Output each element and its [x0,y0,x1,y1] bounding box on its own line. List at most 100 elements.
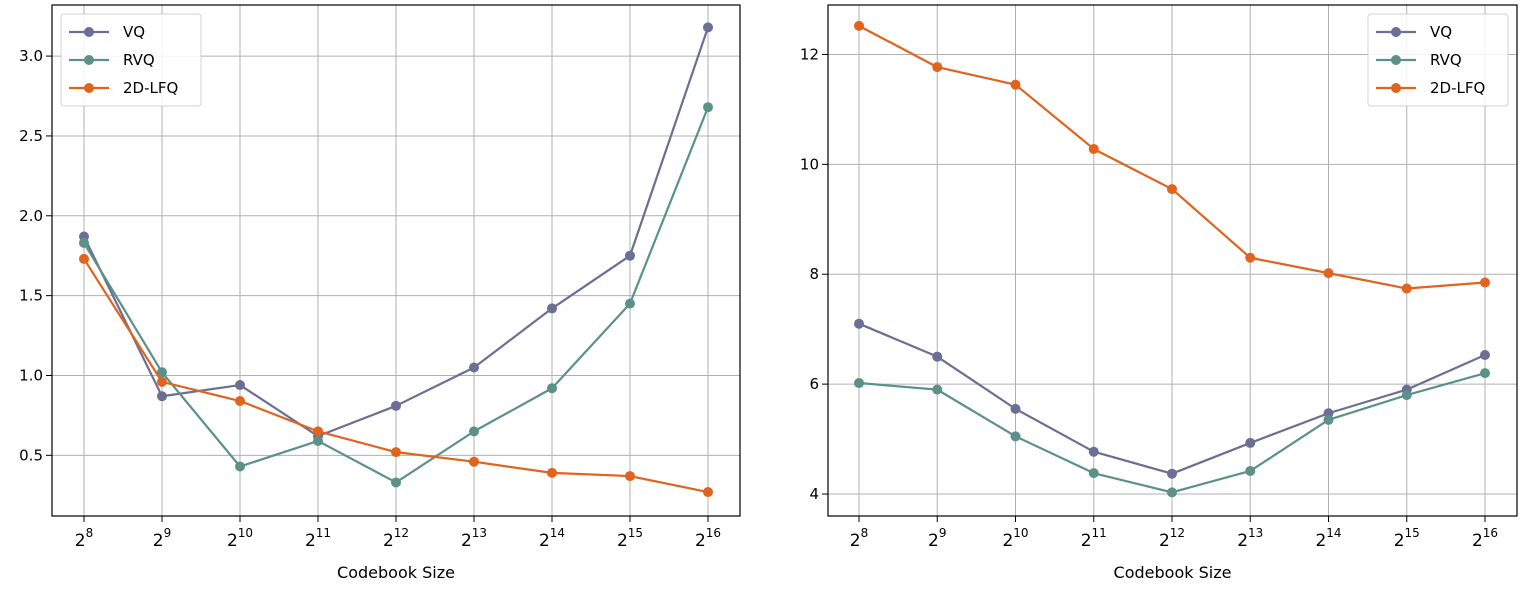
data-point-rvq [932,384,943,395]
x-tick-exponent: 16 [706,526,721,540]
x-tick-base: 2 [1394,531,1405,551]
legend: VQ RVQ 2D-LFQ [1367,13,1509,107]
x-tick-label: 211 [305,526,331,551]
x-tick-base: 2 [928,531,939,551]
data-point-rvq [1323,414,1334,425]
data-point-rvq [1480,368,1490,379]
x-tick-label: 216 [695,526,721,551]
data-point-2d-lfq [391,447,401,458]
data-point-2d-lfq [157,376,167,387]
data-point-2d-lfq [79,253,89,264]
y-tick-label: 0.5 [19,446,43,464]
x-tick-label: 214 [539,526,565,551]
data-point-vq [1480,350,1490,361]
x-tick-base: 2 [1315,531,1326,551]
x-tick-label: 210 [1002,526,1028,551]
legend-marker [84,83,94,93]
x-tick-base: 2 [461,531,472,551]
data-point-2d-lfq [547,467,557,478]
x-tick-base: 2 [1002,531,1013,551]
x-tick-exponent: 15 [1405,526,1420,540]
x-tick-label: 216 [1472,526,1498,551]
data-point-2d-lfq [1323,268,1334,279]
data-point-rvq [625,298,635,309]
data-point-rvq [1245,465,1256,476]
x-tick-exponent: 11 [316,526,331,540]
x-tick-label: 29 [153,526,171,551]
data-point-vq [391,400,401,411]
legend: VQ RVQ 2D-LFQ [60,13,202,107]
x-tick-exponent: 10 [238,526,253,540]
x-tick-exponent: 13 [472,526,487,540]
x-tick-base: 2 [695,531,706,551]
data-point-vq [1167,468,1177,479]
data-point-vq [235,380,245,391]
x-tick-label: 214 [1315,526,1341,551]
data-point-2d-lfq [854,20,864,31]
x-tick-label: 211 [1081,526,1107,551]
data-point-vq [854,318,864,329]
x-tick-label: 212 [1159,526,1185,551]
legend-marker [1391,83,1401,93]
data-point-2d-lfq [932,62,943,73]
x-tick-exponent: 9 [164,526,172,540]
data-point-vq [157,391,167,402]
x-tick-base: 2 [850,531,861,551]
data-point-2d-lfq [1088,143,1099,154]
y-tick-label: 10 [800,155,819,173]
x-tick-label: 212 [383,526,409,551]
x-tick-label: 28 [850,526,868,551]
data-point-vq [1088,446,1099,457]
data-point-rvq [1401,390,1412,401]
x-tick-exponent: 15 [628,526,643,540]
data-point-rvq [1010,431,1021,442]
data-point-rvq [703,102,713,113]
data-point-rvq [469,426,479,437]
y-tick-label: 1.5 [19,287,43,305]
y-tick-label: 8 [809,265,819,283]
x-tick-base: 2 [227,531,238,551]
y-tick-label: 2.5 [19,127,43,145]
legend-marker [1391,55,1401,65]
x-tick-label: 215 [1394,526,1420,551]
x-tick-label: 210 [227,526,253,551]
data-point-2d-lfq [1245,252,1256,263]
x-tick-label: 213 [461,526,487,551]
x-tick-base: 2 [539,531,550,551]
data-point-vq [625,250,635,261]
data-point-rvq [854,378,864,389]
x-axis-label: Codebook Size [1114,563,1232,582]
y-tick-label: 1.0 [19,366,43,384]
data-point-2d-lfq [1401,283,1412,294]
x-tick-base: 2 [1472,531,1483,551]
x-tick-exponent: 11 [1092,526,1107,540]
data-point-rvq [79,237,89,248]
legend-marker [84,55,94,65]
chart-left: 28 29 210 211 212 213 214 215 2160.51.01.52.02.5… [19,4,741,582]
x-tick-base: 2 [1081,531,1092,551]
legend-label: VQ [1430,23,1452,41]
data-point-vq [469,362,479,373]
legend-marker [1391,27,1401,37]
legend-label: RVQ [1430,51,1462,69]
x-tick-label: 215 [617,526,643,551]
x-tick-exponent: 13 [1248,526,1263,540]
x-tick-base: 2 [153,531,164,551]
data-point-2d-lfq [625,471,635,482]
data-point-rvq [1088,468,1099,479]
x-tick-base: 2 [383,531,394,551]
data-point-vq [1010,403,1021,414]
data-point-rvq [1167,487,1177,498]
x-tick-exponent: 10 [1013,526,1028,540]
data-point-2d-lfq [1480,277,1490,288]
data-point-vq [1245,437,1256,448]
data-point-2d-lfq [703,487,713,498]
x-tick-exponent: 14 [1326,526,1341,540]
data-point-2d-lfq [469,456,479,467]
x-axis-label: Codebook Size [337,563,455,582]
y-tick-label: 4 [809,485,819,503]
y-tick-label: 3.0 [19,47,43,65]
x-tick-label: 28 [75,526,93,551]
data-point-rvq [157,367,167,378]
